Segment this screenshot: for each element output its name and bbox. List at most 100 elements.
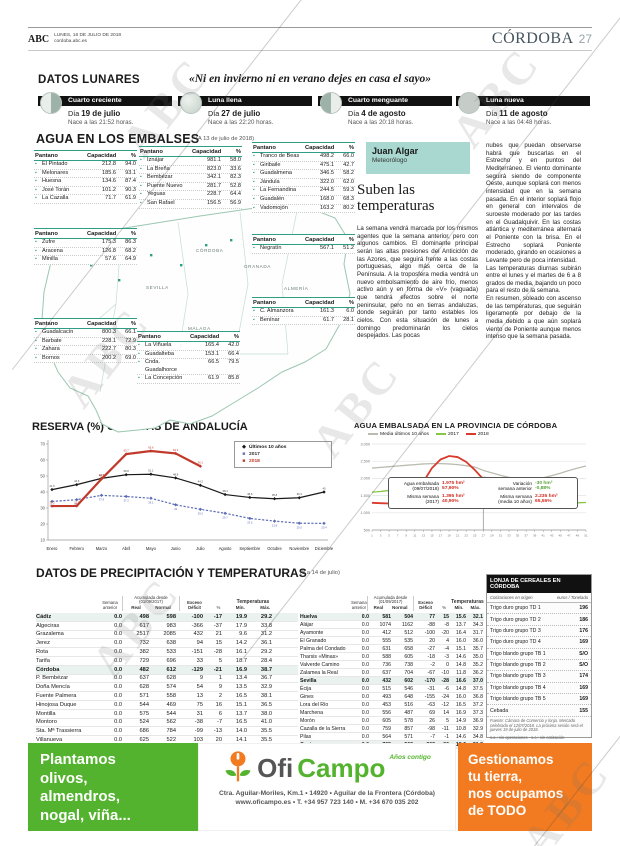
reservoir-capacity: 322.0 <box>320 178 334 185</box>
reservoir-row: ▪ Bornos 200.2 69.0 <box>34 355 137 364</box>
bullet-icon: ▪ <box>35 239 37 245</box>
precip-row: Palma del Condado 0.0 631 658 -27 -4 15.1 35.7 <box>300 645 484 653</box>
svg-text:Junio: Junio <box>171 546 182 551</box>
svg-text:21.8: 21.8 <box>272 523 278 527</box>
svg-text:15: 15 <box>430 534 434 538</box>
reservoir-percent: 80.3 <box>125 346 136 353</box>
legend-2018: 2018 <box>477 432 489 437</box>
date-line: LUNES, 16 DE JULIO DE 2018 <box>54 33 122 39</box>
svg-text:29.2: 29.2 <box>198 511 204 515</box>
reservoir-row: ▪ La Fernandina 244.5 59.3 <box>252 187 355 196</box>
reservoir-row: ▪ Huesna 134.6 87.4 <box>34 178 137 187</box>
oficampo-logo-icon <box>225 751 251 782</box>
bullet-icon: ▪ <box>35 346 37 353</box>
cereal-name: Trigo blando grupo TB 4 <box>490 684 546 691</box>
cereal-name: Trigo duro grupo TD 3 <box>490 627 541 634</box>
reservoir-capacity: 498.2 <box>320 153 334 159</box>
cereal-price: 155 <box>579 707 588 714</box>
svg-text:1.500: 1.500 <box>360 494 370 498</box>
reservoirs-date-note: (A 13 de julio de 2018) <box>196 136 255 142</box>
bullet-icon: ▪ <box>35 195 37 202</box>
reservoir-percent: 6.0 <box>346 308 354 314</box>
reservoir-capacity: 161.3 <box>320 308 334 314</box>
cereal-price: 169 <box>579 696 588 703</box>
svg-text:31.2: 31.2 <box>49 500 55 504</box>
reservoir-capacity: 281.7 <box>207 182 221 189</box>
day-label: Día <box>68 109 80 118</box>
svg-text:2.500: 2.500 <box>360 460 370 464</box>
reservoir-table-header: Pantano Capacidad% <box>34 150 137 161</box>
svg-text:26.7: 26.7 <box>222 515 228 519</box>
bullet-icon: ▪ <box>253 153 255 159</box>
cereal-name: Trigo blando grupo TB 3 <box>490 673 546 680</box>
station-name: Villanueva <box>36 737 63 744</box>
moon-phase-creciente: Cuarto creciente Día 19 de julio Nace a … <box>38 92 176 128</box>
reservoir-table-header: Pantano Capacidad% <box>34 318 137 329</box>
reservoir-name: Minilla <box>42 256 58 263</box>
lonja-footnote: Fuente: Cámara de Comercio y lonja. Merc… <box>490 717 583 733</box>
svg-text:31.3: 31.3 <box>74 500 80 504</box>
reservoir-name: San Rafael <box>147 199 175 206</box>
reservoir-table-cordoba: Pantano Capacidad% ▪ Iznájar 981.1 58.0 ▪ La B… <box>139 146 242 209</box>
reservoir-name: Tranco de Beas <box>260 153 300 159</box>
svg-text:35.2: 35.2 <box>74 502 80 506</box>
lonja-title: LONJA DE CEREALES EN CÓRDOBA <box>487 575 591 593</box>
reservoir-capacity: 981.1 <box>207 157 221 163</box>
svg-text:2.000: 2.000 <box>360 477 370 481</box>
precip-row: Sevilla 0.0 432 602 -170 -28 16.6 37.0 <box>300 677 484 685</box>
bullet-icon: ▪ <box>253 195 255 202</box>
phase-name: Cuarto creciente <box>38 96 172 106</box>
svg-text:Abril: Abril <box>122 546 130 551</box>
ad-oficampo: Ofi Campo Años contigo Ctra. Aguilar-Mori… <box>198 743 456 831</box>
bullet-icon: ▪ <box>253 178 255 185</box>
legend-2017: 2017 <box>249 452 260 457</box>
reservoir-row: ▪ Vadomojón 163.2 80.2 <box>252 205 355 214</box>
reservoir-row: ▪ Guadalcacín 800.3 66.1 <box>34 329 137 338</box>
reservoir-capacity: 175.3 <box>102 239 116 245</box>
reservoir-name: C. Almanzora <box>260 308 294 314</box>
lonja-row: Trigo blando grupo TB 4 169 <box>487 683 591 694</box>
bullet-icon: ▪ <box>140 191 142 198</box>
svg-text:44.6: 44.6 <box>74 479 80 483</box>
precip-row: Jerez 0.0 732 638 94 15 14.2 36.1 <box>36 639 298 649</box>
reservoir-percent: 66.4 <box>228 350 239 357</box>
reservoir-percent: 93.1 <box>125 169 136 176</box>
station-name: Doña Mencía <box>36 684 70 691</box>
svg-text:Enero: Enero <box>47 546 59 551</box>
bullet-icon: ▪ <box>140 182 142 189</box>
precip-section-title: DATOS DE PRECIPITACIÓN Y TEMPERATURAS <box>36 566 307 580</box>
station-name: Ayamonte <box>300 629 324 636</box>
legend-media: Media últimos 10 años <box>380 432 429 437</box>
station-name: Gines <box>300 693 314 700</box>
reservoir-percent: 64.9 <box>125 256 136 263</box>
reservoir-name: Iznájar <box>147 157 164 163</box>
reservoir-name: La Concepción <box>145 375 183 382</box>
lonja-row: Trigo blando grupo TB 5 169 <box>487 694 591 706</box>
site-url: cordoba.abc.es <box>54 39 87 44</box>
svg-text:60: 60 <box>40 458 45 463</box>
station-name: Cádiz <box>36 613 52 620</box>
day-label: Día <box>208 109 220 118</box>
stat-misma-semana-media: Misma semana (media 10 años) 2.235 hm³ 65,… <box>498 493 558 505</box>
svg-text:48.5: 48.5 <box>99 473 105 477</box>
svg-text:41: 41 <box>542 534 546 538</box>
legend-media: Últimos 10 años <box>249 445 287 450</box>
precip-row: P. Bembézar 0.0 637 628 9 1 13.4 36.7 <box>36 675 298 684</box>
waxing-quarter-moon-icon <box>40 92 62 114</box>
reservoir-name: Barbate <box>42 337 62 344</box>
cereal-name: Trigo blando grupo TB 1 <box>490 650 546 657</box>
station-name: Fuente Palmera <box>36 693 77 700</box>
reservoir-percent: 68.2 <box>125 247 136 254</box>
bullet-icon: ▪ <box>35 161 37 167</box>
station-name: Cazalla de la Sierra <box>300 725 346 732</box>
reserva-chart: RESERVA (%) CUENCAS DE ANDALUCÍA ◆Último… <box>32 421 336 573</box>
reservoir-capacity: 153.1 <box>205 350 219 357</box>
reservoir-row: ▪ Iznájar 981.1 58.0 <box>139 157 242 166</box>
svg-text:50: 50 <box>40 474 45 479</box>
reservoir-table-cadiz: Pantano Capacidad% ▪ Guadalcacín 800.3 66.1 ▪… <box>34 318 137 364</box>
precip-row: Marchena 0.0 556 487 69 14 16.9 37.3 <box>300 709 484 717</box>
reservoir-table-malaga: Pantano Capacidad% ▪ La Viñuela 165.4 42.0 ▪ G… <box>137 331 240 384</box>
svg-text:37: 37 <box>524 534 528 538</box>
cereal-price: 186 <box>579 616 588 623</box>
reservoirs-section-title: AGUA EN LOS EMBALSES <box>36 132 200 146</box>
